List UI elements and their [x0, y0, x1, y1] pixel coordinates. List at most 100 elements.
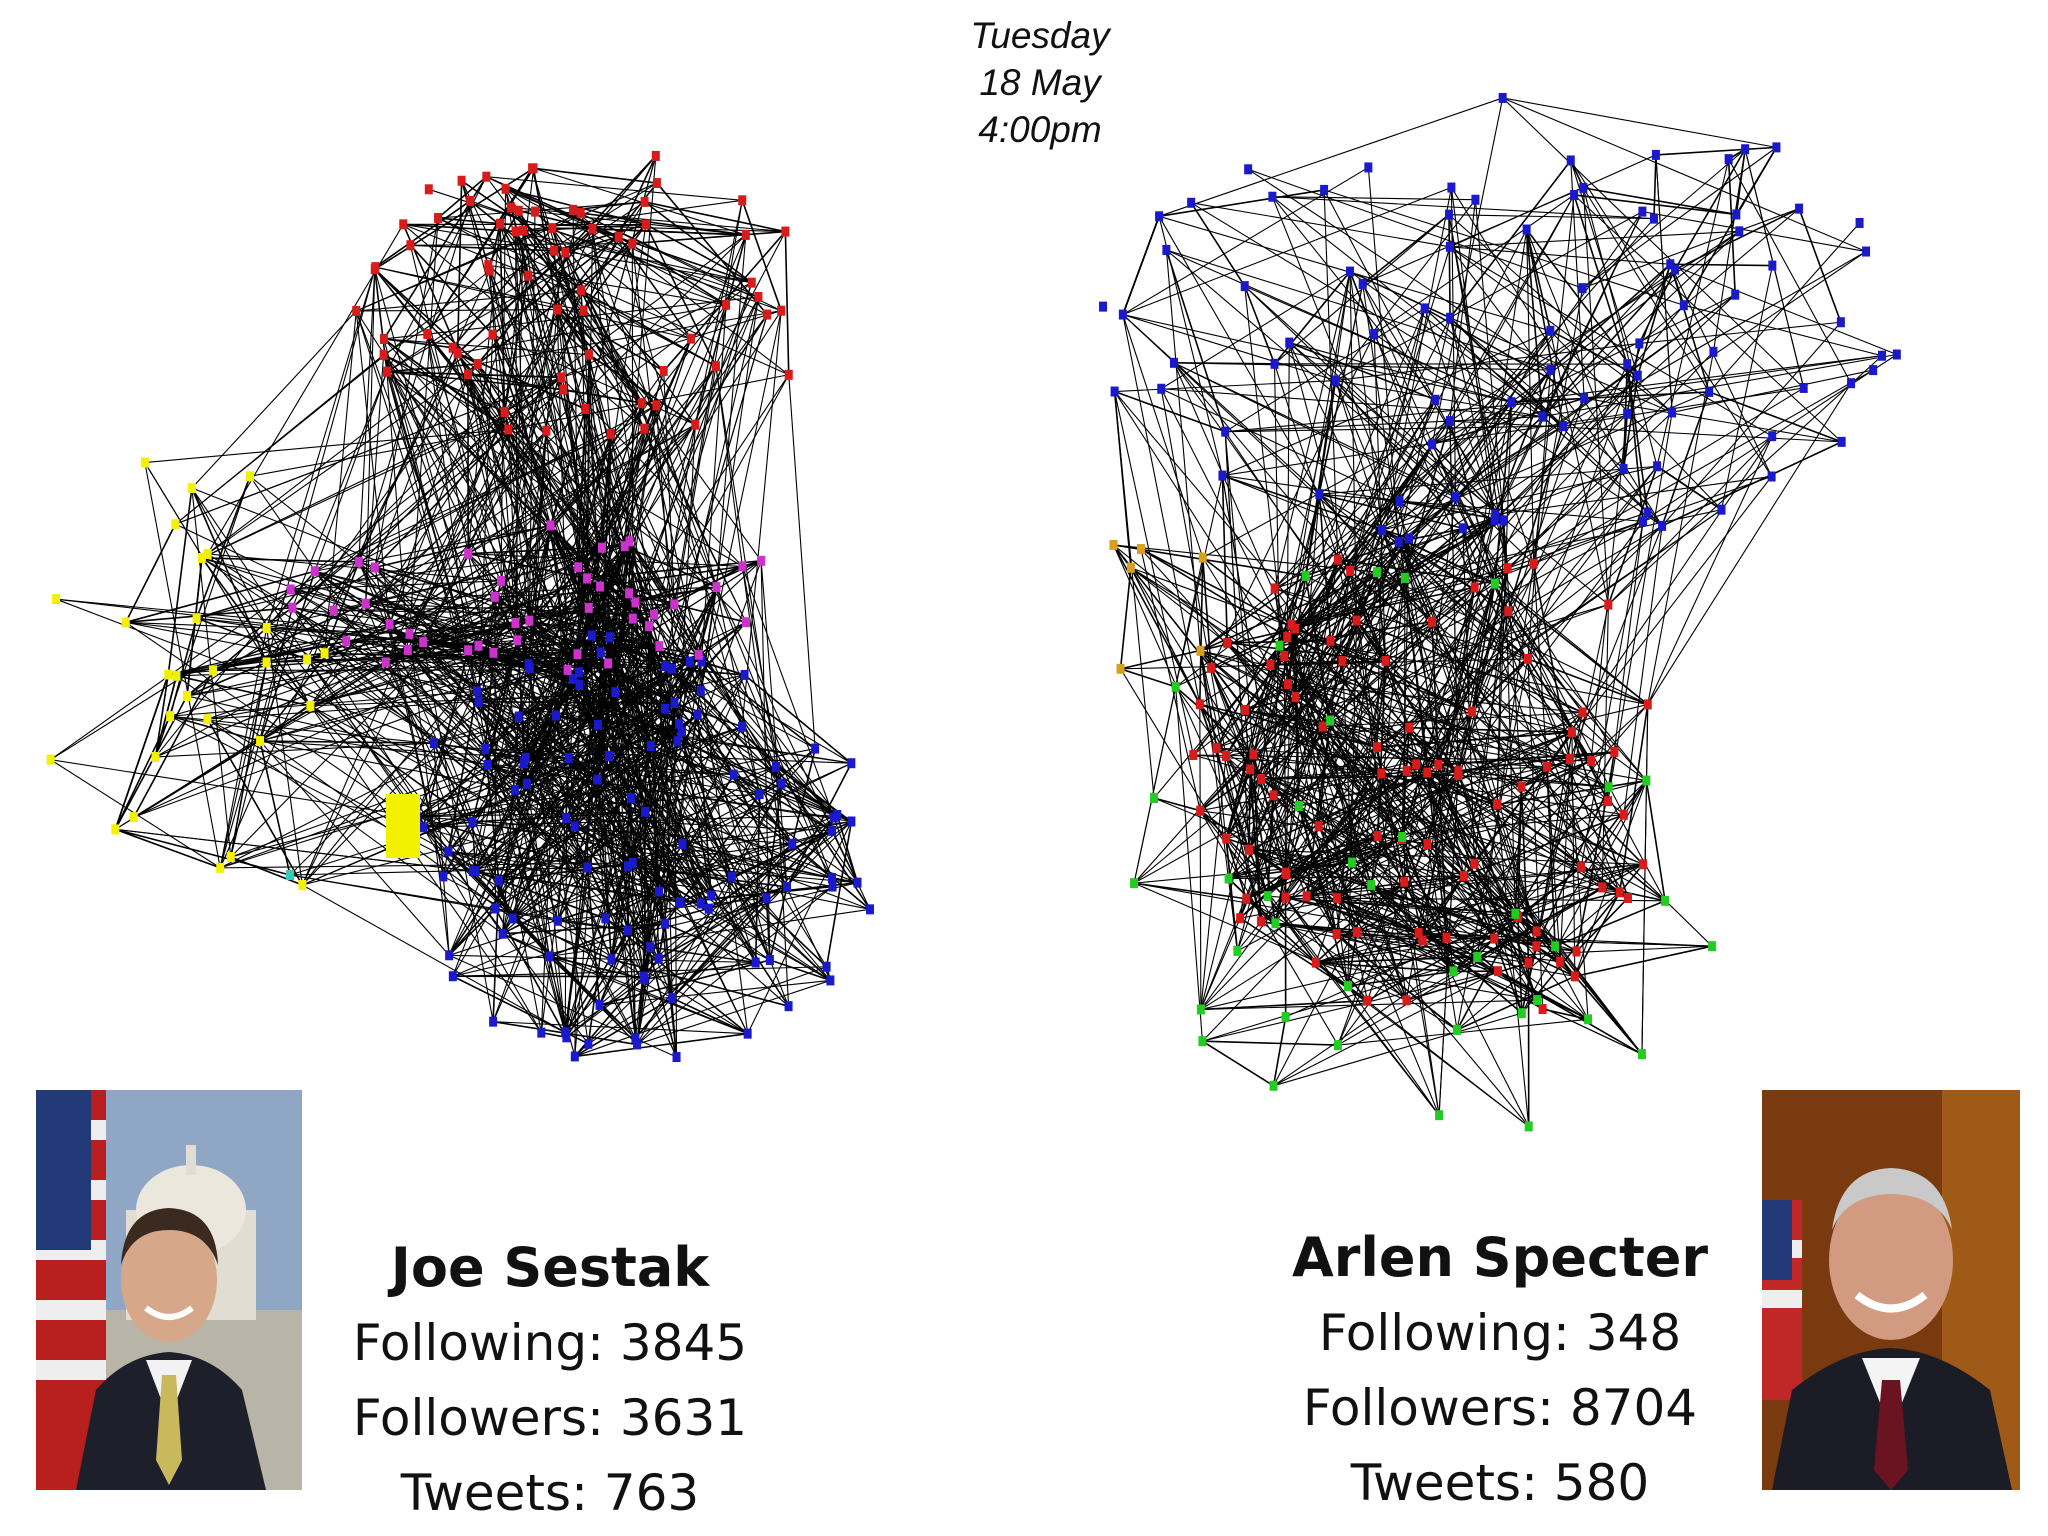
network-node	[1542, 761, 1551, 772]
network-node	[1418, 935, 1427, 946]
network-node	[498, 928, 507, 939]
network-node	[811, 743, 820, 754]
network-node	[183, 690, 192, 701]
network-node	[1493, 966, 1502, 977]
network-node	[625, 536, 634, 547]
network-node	[652, 178, 661, 189]
network-node	[1566, 155, 1575, 166]
network-node	[1615, 887, 1624, 898]
network-node	[1670, 264, 1679, 275]
network-node	[596, 647, 605, 658]
network-node	[1196, 805, 1205, 816]
network-node	[306, 700, 315, 711]
specter-follower-network	[1099, 92, 1901, 1132]
network-node	[226, 852, 235, 863]
network-node	[1444, 209, 1453, 220]
network-node	[507, 202, 516, 213]
network-node	[550, 245, 559, 256]
network-node	[557, 372, 566, 383]
network-node	[1291, 692, 1300, 703]
network-node	[1458, 523, 1467, 534]
network-node	[405, 628, 414, 639]
network-node	[1717, 504, 1726, 515]
network-node	[1434, 759, 1443, 770]
network-node	[524, 659, 533, 670]
network-node	[1768, 431, 1777, 442]
network-node	[654, 953, 663, 964]
specter-portrait-photo	[1762, 1090, 2020, 1490]
network-node	[782, 882, 791, 893]
network-node	[187, 483, 196, 494]
network-node	[474, 696, 483, 707]
network-node	[1578, 707, 1587, 718]
network-node	[1281, 892, 1290, 903]
network-node	[310, 566, 319, 577]
network-node	[659, 365, 668, 376]
network-node	[1223, 637, 1232, 648]
network-nodes	[1099, 92, 1901, 1132]
network-node	[1524, 957, 1533, 968]
network-node	[828, 881, 837, 892]
network-node	[1332, 893, 1341, 904]
network-node	[537, 1027, 546, 1038]
network-node	[468, 816, 477, 827]
network-node	[1318, 721, 1327, 732]
network-node	[1245, 844, 1254, 855]
network-node	[519, 758, 528, 769]
sestak-follower-network	[46, 150, 875, 1063]
network-node	[1155, 211, 1164, 222]
network-node	[614, 231, 623, 242]
network-node	[1270, 583, 1279, 594]
network-node	[1498, 92, 1507, 103]
network-node	[564, 753, 573, 764]
network-node	[1405, 533, 1414, 544]
network-node	[1195, 699, 1204, 710]
network-node	[1643, 699, 1652, 710]
network-node	[738, 195, 747, 206]
network-node	[288, 602, 297, 613]
sestak-portrait-photo	[36, 1090, 302, 1490]
network-node	[496, 575, 505, 586]
network-node	[587, 630, 596, 641]
network-node	[1346, 266, 1355, 277]
network-node	[464, 645, 473, 656]
network-node	[151, 751, 160, 762]
network-node	[1283, 632, 1292, 643]
network-node	[379, 333, 388, 344]
network-node	[370, 562, 379, 573]
network-node	[607, 954, 616, 965]
network-node	[381, 657, 390, 668]
network-node	[584, 349, 593, 360]
network-node	[1451, 492, 1460, 503]
network-node	[529, 163, 538, 174]
network-node	[489, 647, 498, 658]
network-node	[514, 205, 523, 216]
network-node	[448, 971, 457, 982]
network-node	[1301, 570, 1310, 581]
network-node	[1565, 753, 1574, 764]
network-node	[1587, 755, 1596, 766]
network-node	[729, 769, 738, 780]
network-node	[575, 679, 584, 690]
network-node	[371, 262, 380, 273]
network-node	[1370, 328, 1379, 339]
network-node	[1302, 891, 1311, 902]
network-node	[1445, 416, 1454, 427]
network-node	[563, 664, 572, 675]
network-node	[553, 915, 562, 926]
network-node	[1658, 520, 1667, 531]
network-node	[203, 714, 212, 725]
network-node	[1639, 516, 1648, 527]
network-node	[1423, 839, 1432, 850]
network-node	[672, 1052, 681, 1063]
network-node	[354, 556, 363, 567]
network-node	[1381, 655, 1390, 666]
network-node	[1333, 554, 1342, 565]
network-node	[866, 904, 875, 915]
network-node	[1294, 801, 1303, 812]
network-node	[597, 542, 606, 553]
network-node	[1556, 956, 1565, 967]
network-node	[829, 812, 838, 823]
network-node	[1633, 370, 1642, 381]
network-node	[1126, 562, 1135, 573]
